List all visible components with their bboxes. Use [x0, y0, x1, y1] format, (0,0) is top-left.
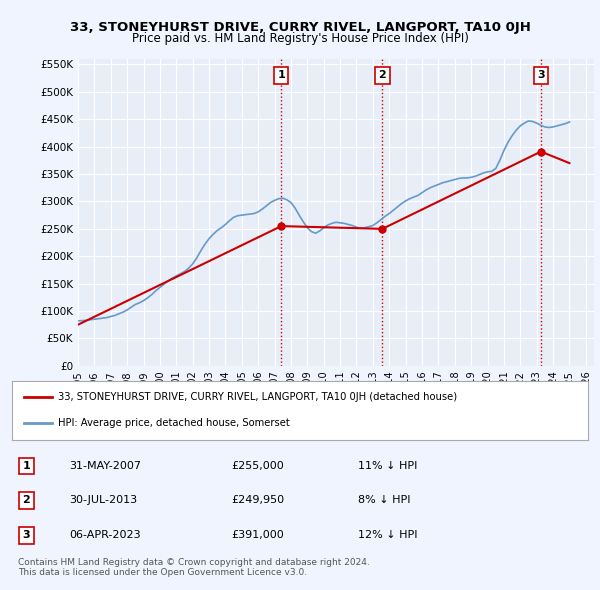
Text: 2: 2 [23, 495, 30, 505]
Text: £249,950: £249,950 [231, 495, 284, 505]
Text: 06-APR-2023: 06-APR-2023 [70, 530, 141, 540]
Text: £391,000: £391,000 [231, 530, 284, 540]
Text: 3: 3 [23, 530, 30, 540]
Point [377, 224, 387, 234]
Text: 33, STONEYHURST DRIVE, CURRY RIVEL, LANGPORT, TA10 0JH: 33, STONEYHURST DRIVE, CURRY RIVEL, LANG… [70, 21, 530, 34]
Text: HPI: Average price, detached house, Somerset: HPI: Average price, detached house, Some… [58, 418, 290, 428]
Text: 31-MAY-2007: 31-MAY-2007 [70, 461, 142, 471]
Text: 1: 1 [277, 70, 285, 80]
Text: Price paid vs. HM Land Registry's House Price Index (HPI): Price paid vs. HM Land Registry's House … [131, 32, 469, 45]
Text: 33, STONEYHURST DRIVE, CURRY RIVEL, LANGPORT, TA10 0JH (detached house): 33, STONEYHURST DRIVE, CURRY RIVEL, LANG… [58, 392, 457, 402]
Text: 12% ↓ HPI: 12% ↓ HPI [358, 530, 417, 540]
Point [277, 221, 286, 231]
Text: 30-JUL-2013: 30-JUL-2013 [70, 495, 138, 505]
Text: 2: 2 [379, 70, 386, 80]
Text: 8% ↓ HPI: 8% ↓ HPI [358, 495, 410, 505]
Point [536, 147, 546, 156]
Text: £255,000: £255,000 [231, 461, 284, 471]
Text: Contains HM Land Registry data © Crown copyright and database right 2024.
This d: Contains HM Land Registry data © Crown c… [18, 558, 370, 577]
Text: 3: 3 [537, 70, 545, 80]
Text: 1: 1 [23, 461, 30, 471]
Text: 11% ↓ HPI: 11% ↓ HPI [358, 461, 417, 471]
